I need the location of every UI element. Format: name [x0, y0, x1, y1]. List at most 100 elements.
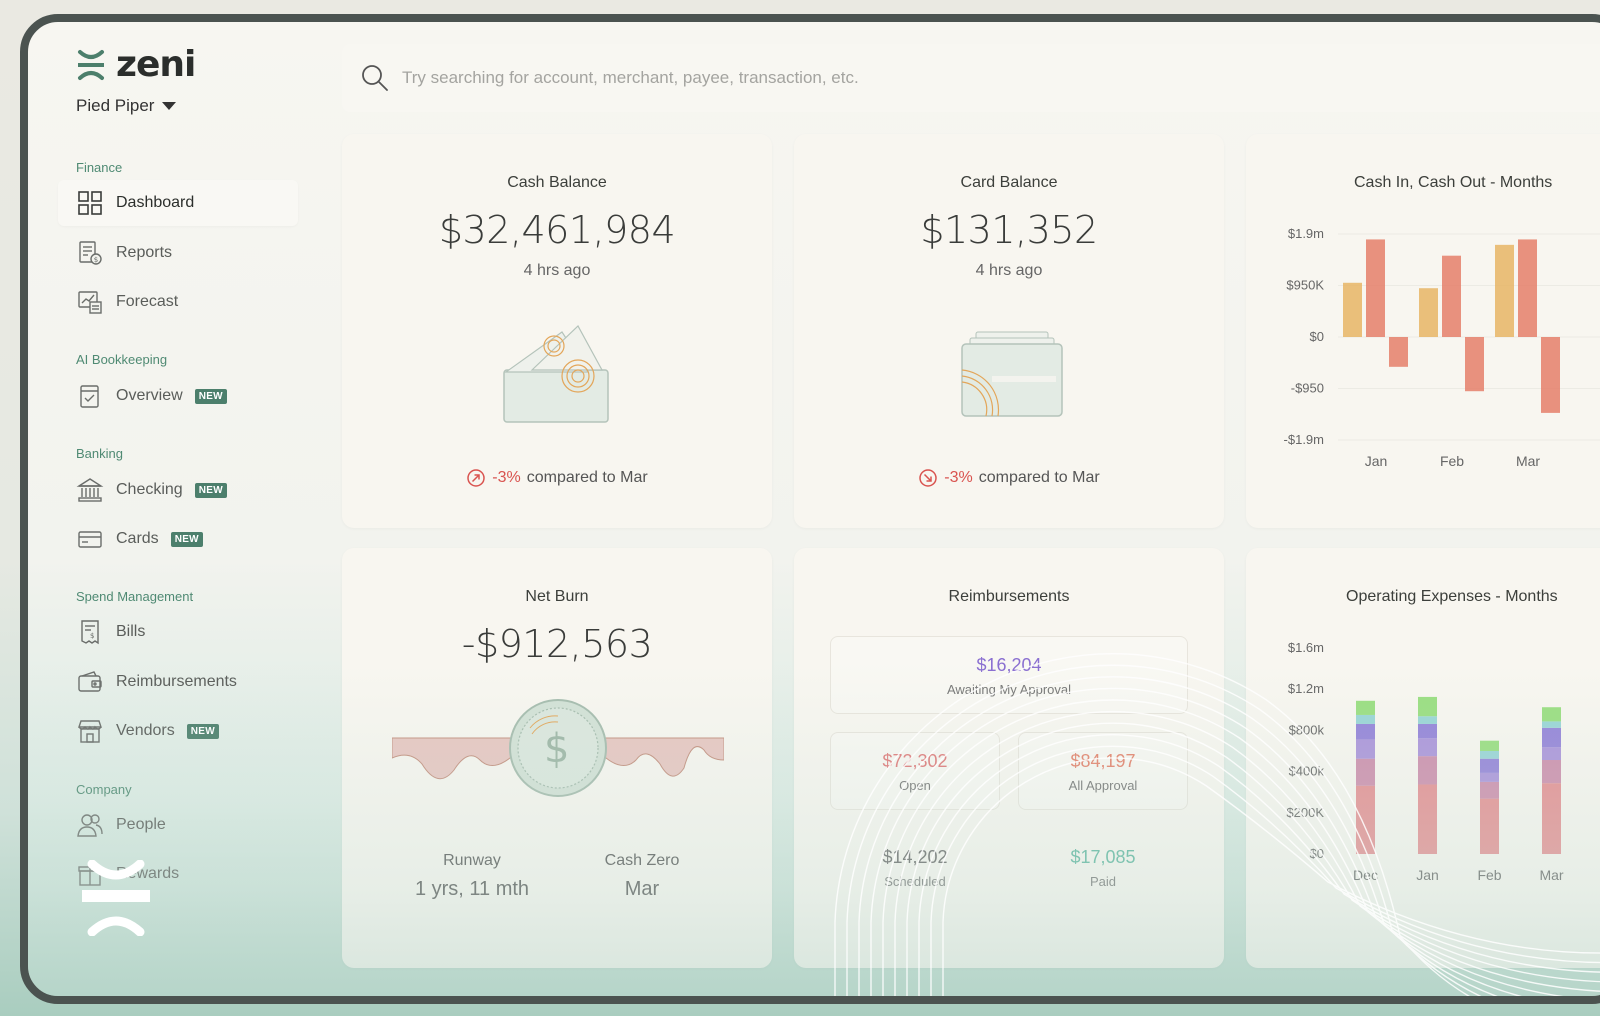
cash-balance-value: $32,461,984	[438, 208, 676, 252]
sidebar-item-checking[interactable]: Checking NEW	[58, 467, 298, 513]
chart-bar-segment	[1418, 738, 1437, 757]
all-approval-value: $84,197	[1070, 751, 1136, 771]
card-title: Cash Balance	[507, 174, 607, 191]
chart-bar-segment	[1480, 772, 1499, 782]
sidebar-item-reports[interactable]: $ Reports	[58, 230, 298, 276]
svg-text:$: $	[90, 632, 94, 640]
x-tick-label: Jan	[1416, 867, 1439, 883]
card-icon	[78, 531, 102, 548]
new-badge: NEW	[186, 723, 219, 739]
sidebar-item-people[interactable]: People	[58, 802, 298, 848]
card-title: Reimbursements	[948, 588, 1070, 605]
open-value: $72,302	[882, 751, 948, 771]
section-label-company: Company	[76, 782, 132, 797]
y-tick-label: -$950	[1291, 381, 1324, 396]
chart-bar	[1442, 255, 1461, 337]
all-approval-label: All Approval	[1068, 778, 1138, 793]
sidebar-item-label: Bills	[116, 623, 146, 640]
sidebar-item-dashboard[interactable]: Dashboard	[58, 180, 298, 226]
operating-expenses-chart: $1.6m $1.2m $800k $400k $200K $0 Dec Jan Feb Mar	[1286, 640, 1563, 883]
chart-bar-segment	[1418, 696, 1437, 717]
cash-in-out-card[interactable]: Cash In, Cash Out - Months $1.9m $950K $0 -…	[1246, 134, 1600, 528]
chart-bar	[1518, 239, 1537, 337]
updated-time: 4 hrs ago	[975, 262, 1043, 279]
section-label-banking: Banking	[76, 446, 123, 461]
y-tick-label: $1.2m	[1288, 681, 1324, 696]
card-balance-card[interactable]: Card Balance $131,352 4 hrs ago -3% comp…	[794, 134, 1224, 528]
sidebar-item-label: Overview	[116, 387, 183, 404]
chart-bar-segment	[1542, 747, 1561, 761]
store-icon	[78, 720, 102, 743]
chart-bar-segment	[1480, 740, 1499, 751]
x-tick-label: Mar	[1516, 453, 1540, 469]
card-balance-value: $131,352	[920, 208, 1098, 252]
chart-bar-segment	[1542, 727, 1561, 748]
sidebar-item-forecast[interactable]: Forecast	[58, 279, 298, 325]
cash-balance-card[interactable]: Cash Balance $32,461,984 4 hrs ago -3% c…	[342, 134, 772, 528]
cash-in-out-chart: $1.9m $950K $0 -$950 -$1.9m Jan Feb Mar	[1284, 226, 1600, 469]
sidebar-item-bills[interactable]: $ Bills	[58, 609, 298, 655]
section-label-spend-management: Spend Management	[76, 589, 194, 604]
operating-expenses-card[interactable]: Operating Expenses - Months $1.6m $1.2m $8…	[1246, 548, 1600, 968]
chart-bar-segment	[1356, 785, 1375, 854]
brand-name: zeni	[116, 44, 196, 85]
sidebar-item-vendors[interactable]: Vendors NEW	[58, 708, 298, 754]
chart-bar-segment	[1480, 781, 1499, 799]
caret-down-icon	[162, 102, 177, 110]
org-name: Pied Piper	[76, 96, 155, 115]
svg-text:$: $	[544, 726, 569, 772]
open-label: Open	[899, 778, 931, 793]
x-tick-label: Jan	[1365, 453, 1388, 469]
chart-bar-segment	[1480, 798, 1499, 854]
chart-bar-segment	[1356, 723, 1375, 740]
chart-bar-segment	[1542, 707, 1561, 722]
sidebar-item-label: Vendors	[116, 722, 175, 739]
awaiting-approval-box[interactable]: $16,204 Awaiting My Approval	[830, 636, 1188, 714]
scheduled-value: $14,202	[882, 847, 948, 867]
brand-logo[interactable]: zeni	[76, 44, 196, 85]
sidebar-item-cards[interactable]: Cards NEW	[58, 516, 298, 562]
sidebar-item-overview[interactable]: Overview NEW	[58, 373, 298, 419]
new-badge: NEW	[194, 388, 227, 404]
org-switcher[interactable]: Pied Piper	[76, 96, 177, 116]
sidebar-item-label: Reimbursements	[116, 673, 237, 690]
compare-text: compared to Mar	[526, 469, 648, 486]
card-title: Net Burn	[525, 588, 589, 605]
search-icon	[362, 65, 388, 91]
awaiting-value: $16,204	[976, 655, 1042, 675]
credit-card-illustration-icon	[961, 331, 1063, 417]
chart-bar-segment	[1356, 714, 1375, 724]
chart-bar-segment	[1480, 751, 1499, 759]
y-tick-label: $1.9m	[1288, 226, 1324, 241]
all-approval-box[interactable]: $84,197 All Approval	[1018, 732, 1188, 810]
sidebar-item-label: People	[116, 816, 166, 833]
paid-box[interactable]: $17,085 Paid	[1018, 828, 1188, 906]
chart-bar	[1419, 288, 1438, 337]
chart-bar	[1541, 337, 1560, 413]
sidebar-item-label: Cards	[116, 530, 159, 547]
open-box[interactable]: $72,302 Open	[830, 732, 1000, 810]
comparison-row: -3% compared to Mar	[794, 468, 1224, 488]
chart-bar-segment	[1418, 716, 1437, 724]
report-icon: $	[79, 241, 102, 265]
chart-bar-segment	[1542, 721, 1561, 728]
search-input[interactable]	[402, 68, 1302, 88]
chart-title: Operating Expenses - Months	[1346, 588, 1558, 605]
sidebar-item-label: Dashboard	[116, 194, 195, 211]
y-tick-label: $400k	[1289, 764, 1325, 779]
search-bar[interactable]	[342, 44, 1600, 112]
scheduled-box[interactable]: $14,202 Scheduled	[830, 828, 1000, 906]
scheduled-label: Scheduled	[884, 874, 946, 889]
chart-title: Cash In, Cash Out - Months	[1354, 174, 1553, 191]
chart-bar	[1465, 337, 1484, 392]
chart-bar-segment	[1542, 760, 1561, 784]
reimbursements-card[interactable]: Reimbursements $16,204 Awaiting My Appro…	[794, 548, 1224, 968]
sidebar-item-reimbursements[interactable]: Reimbursements	[58, 659, 298, 705]
section-label-finance: Finance	[76, 160, 123, 175]
net-burn-card[interactable]: Net Burn -$912,563 $ Runway 1 yrs, 11 mt…	[342, 548, 772, 968]
x-tick-label: Feb	[1440, 453, 1464, 469]
trend-down-icon	[919, 469, 938, 487]
bank-icon	[76, 478, 104, 502]
sidebar-item-label: Reports	[116, 244, 173, 261]
y-tick-label: $950K	[1286, 278, 1324, 293]
